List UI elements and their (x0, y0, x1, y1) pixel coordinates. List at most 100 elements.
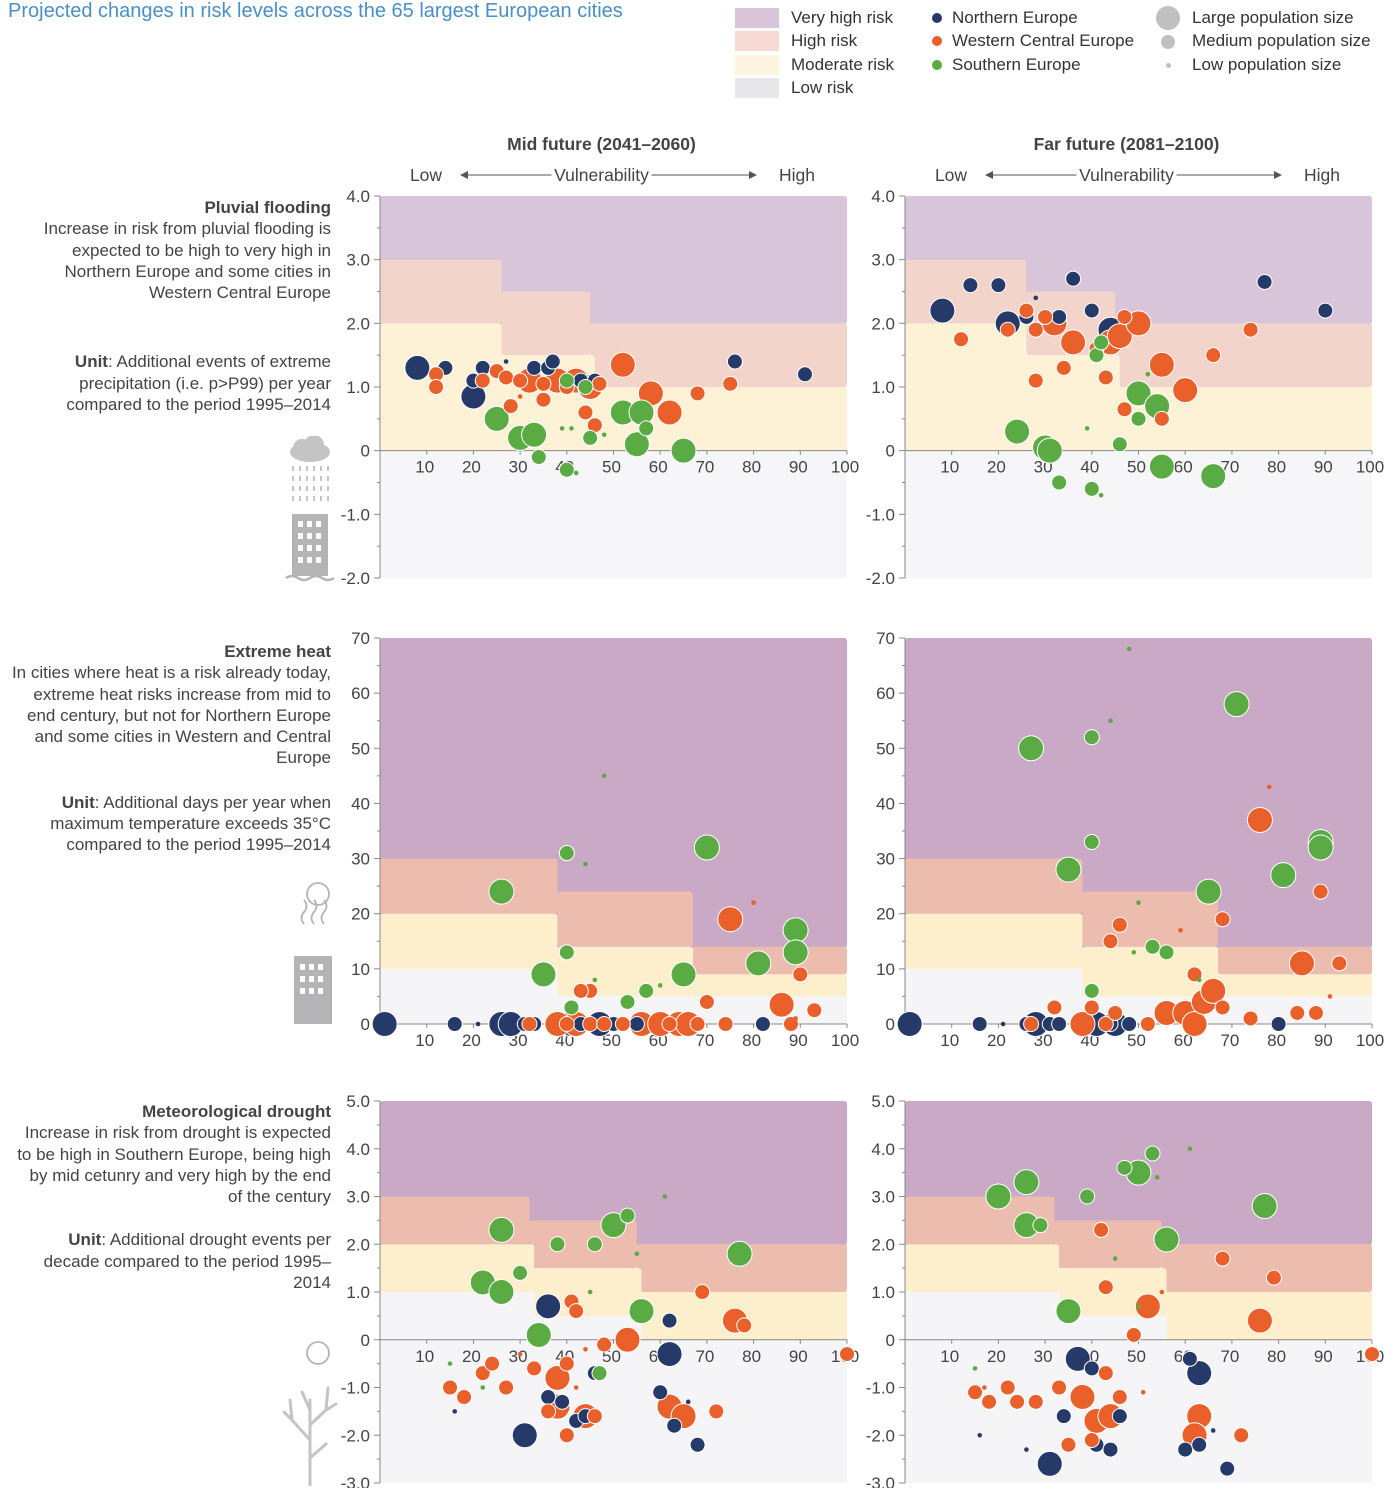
data-point (474, 372, 491, 389)
data-point (1032, 1217, 1049, 1234)
data-point (1107, 1004, 1124, 1021)
x-tick-label: 70 (695, 458, 714, 477)
y-tick-label: -1.0 (866, 505, 895, 524)
data-point (736, 1317, 753, 1334)
data-point (1106, 323, 1133, 350)
data-point (1246, 806, 1273, 833)
data-point (670, 961, 697, 988)
data-point (1004, 418, 1031, 445)
data-point (1060, 329, 1087, 356)
data-point (1055, 856, 1082, 883)
data-point (1018, 735, 1045, 762)
data-point (582, 1016, 599, 1032)
data-point (577, 404, 594, 421)
data-point (990, 277, 1007, 294)
data-point (535, 1293, 562, 1320)
x-tick-label: 50 (1127, 458, 1146, 477)
data-point (661, 1312, 678, 1329)
data-point (596, 1016, 613, 1032)
data-point (456, 1389, 473, 1406)
data-point (1219, 1460, 1236, 1477)
y-tick-label: 4.0 (871, 1140, 895, 1159)
data-point (517, 394, 523, 399)
y-tick-label: -2.0 (341, 569, 370, 588)
data-point (628, 1016, 645, 1032)
unit-text: : Additional events of extreme precipita… (66, 352, 331, 415)
y-tick-label: 2.0 (346, 314, 370, 333)
data-point (656, 399, 683, 426)
data-point (638, 982, 655, 999)
y-tick-label: 70 (351, 629, 370, 648)
y-tick-label: -1.0 (866, 1379, 895, 1398)
y-tick-label: 50 (351, 739, 370, 758)
unit-label: Unit (61, 792, 95, 812)
data-point (404, 354, 431, 381)
x-tick-label: 60 (1174, 1031, 1193, 1050)
legend-label: Moderate risk (791, 54, 894, 74)
chart-drought-mid: 5.04.03.02.01.00-1.0-2.0-3.0102030405060… (341, 1092, 859, 1488)
data-point (1051, 308, 1068, 325)
data-point (628, 1298, 655, 1325)
data-point (670, 437, 697, 464)
data-point (535, 375, 552, 392)
low-population-dot (1165, 62, 1171, 68)
data-point (1172, 377, 1199, 404)
row-heading: Meteorological drought (142, 1102, 331, 1121)
legend-item-western-central-europe: Western Central Europe (932, 30, 1134, 54)
data-point (1331, 955, 1348, 972)
data-point (623, 431, 650, 458)
y-tick-label: 10 (876, 960, 895, 979)
data-point (768, 991, 795, 1018)
data-point (666, 1417, 683, 1434)
data-point (953, 331, 970, 348)
high-risk-band (380, 259, 502, 324)
data-point (1223, 691, 1250, 718)
data-point (1116, 1159, 1133, 1176)
data-point (577, 379, 594, 395)
data-point (544, 1364, 571, 1391)
data-point (559, 426, 565, 431)
data-point (1018, 302, 1035, 319)
data-point (488, 1279, 515, 1305)
data-point (558, 845, 575, 862)
y-tick-label: -2.0 (341, 1426, 370, 1445)
y-tick-label: 10 (351, 960, 370, 979)
data-point (722, 375, 739, 392)
chart-flood-far: 4.03.02.01.00-1.0-2.010 20 30 40 50 60 70 80 90 1… (866, 187, 1384, 588)
data-point (601, 773, 607, 779)
data-point (628, 399, 655, 426)
data-point (503, 359, 509, 364)
data-point (498, 1379, 515, 1396)
legend-label: Medium population size (1192, 31, 1371, 51)
data-point (544, 353, 561, 370)
data-point (1265, 1269, 1282, 1286)
x-tick-label: 80 (1267, 1031, 1286, 1050)
row-description: Increase in risk from drought is expecte… (17, 1123, 331, 1207)
row-description-extreme-heat: Extreme heat In cities where heat is a r… (6, 641, 331, 856)
data-point (693, 834, 720, 861)
data-point (1145, 371, 1151, 377)
data-point (1312, 883, 1329, 900)
y-tick-label: 60 (876, 684, 895, 703)
y-tick-label: 2.0 (871, 314, 895, 333)
data-point (591, 1365, 608, 1382)
data-point (754, 1016, 771, 1032)
data-point (1098, 492, 1104, 498)
y-tick-label: 0 (886, 1331, 895, 1350)
y-tick-label: -3.0 (866, 1474, 895, 1488)
data-point (1111, 1408, 1128, 1425)
risk-legend: Very high risk High risk Moderate risk L… (735, 6, 894, 100)
data-point (689, 385, 706, 402)
data-point (1158, 944, 1175, 961)
data-point (685, 1399, 691, 1405)
y-tick-label: 30 (876, 850, 895, 869)
data-point (1069, 1384, 1096, 1411)
data-point (638, 420, 655, 437)
data-point (488, 878, 515, 905)
x-tick-label: 90 (789, 1347, 808, 1366)
legend-item-low-risk: Low risk (735, 77, 894, 101)
x-tick-label: 80 (1267, 458, 1286, 477)
data-point (1036, 437, 1063, 464)
data-point (1023, 1016, 1040, 1032)
data-point (558, 372, 575, 389)
